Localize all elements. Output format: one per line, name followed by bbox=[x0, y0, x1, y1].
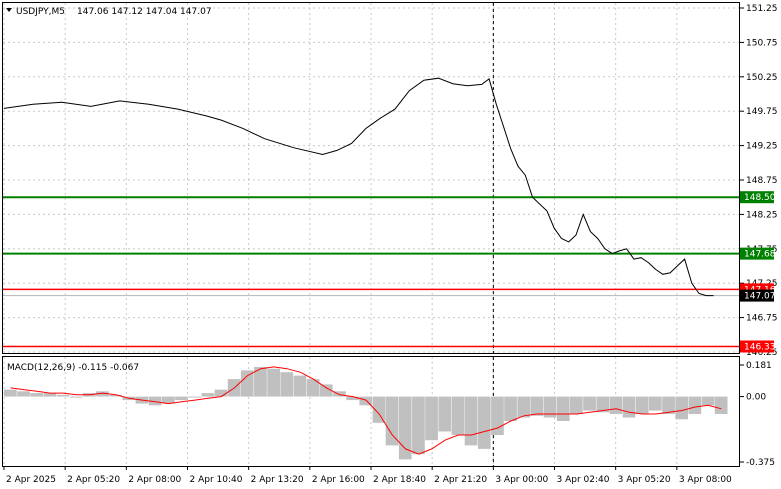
y-tick-label: 149.25 bbox=[746, 142, 778, 152]
histogram-bar bbox=[688, 396, 702, 414]
histogram-bar bbox=[214, 389, 228, 397]
y-tick-label: 150.75 bbox=[746, 38, 778, 48]
y-tick-label: 149.75 bbox=[746, 107, 778, 117]
histogram-bar bbox=[438, 396, 452, 432]
histogram-bar bbox=[201, 393, 215, 397]
macd-signal-series bbox=[10, 366, 722, 455]
histogram-bar bbox=[306, 379, 320, 397]
macd-title: MACD(12,26,9) -0.115 -0.067 bbox=[7, 363, 139, 373]
histogram-bar bbox=[425, 396, 438, 441]
level-label-box bbox=[740, 191, 774, 204]
histogram-bar bbox=[188, 396, 201, 398]
y-tick-label: 148.25 bbox=[746, 210, 778, 220]
histogram-bar bbox=[96, 391, 109, 397]
histogram-bar bbox=[622, 396, 636, 418]
y-tick-label: 148.75 bbox=[746, 176, 778, 186]
histogram-bar bbox=[56, 394, 70, 397]
y-tick-label: 151.25 bbox=[746, 4, 778, 14]
chart-title: USDJPY,M5 bbox=[16, 7, 65, 17]
y-tick-label: 150.25 bbox=[746, 73, 778, 83]
y-tick-label: 146.25 bbox=[746, 348, 778, 358]
histogram-bar bbox=[17, 391, 30, 397]
x-tick-label: 2 Apr 18:40 bbox=[373, 475, 426, 485]
histogram-bar bbox=[333, 391, 346, 397]
level-lines[interactable] bbox=[3, 196, 739, 348]
histogram-bar bbox=[583, 396, 596, 411]
histogram-bar bbox=[398, 396, 412, 460]
price-series bbox=[3, 77, 714, 297]
current-price-box bbox=[740, 289, 774, 302]
histogram-bar bbox=[504, 396, 517, 421]
histogram-bar bbox=[30, 393, 43, 397]
x-tick-label: 2 Apr 2025 bbox=[6, 475, 56, 485]
histogram-bar bbox=[451, 396, 465, 435]
macd-tick-label: -0.375 bbox=[746, 458, 775, 468]
histogram-bar bbox=[701, 396, 715, 406]
macd-tick-label: 0.00 bbox=[746, 393, 766, 403]
histogram-bar bbox=[556, 396, 570, 421]
histogram-bar bbox=[543, 396, 557, 418]
histogram-bar bbox=[280, 372, 294, 397]
x-tick-label: 3 Apr 05:20 bbox=[618, 475, 671, 485]
ohlc-readout: 147.06 147.12 147.04 147.07 bbox=[77, 7, 212, 17]
histogram-bar bbox=[267, 368, 280, 397]
histogram-bar bbox=[148, 396, 162, 406]
histogram-bar bbox=[254, 366, 267, 397]
x-tick-label: 2 Apr 05:20 bbox=[67, 475, 120, 485]
histogram-bar bbox=[69, 396, 83, 398]
histogram-bar bbox=[662, 396, 675, 414]
macd-axis: 0.181 0.00 -0.375 bbox=[740, 361, 775, 468]
x-tick-label: 2 Apr 21:20 bbox=[434, 475, 487, 485]
x-tick-label: 2 Apr 08:00 bbox=[128, 475, 181, 485]
histogram-bar bbox=[385, 396, 399, 446]
collapse-icon[interactable] bbox=[6, 8, 12, 12]
x-tick-label: 3 Apr 00:00 bbox=[495, 475, 548, 485]
histogram-bar bbox=[517, 396, 531, 418]
histogram-bar bbox=[714, 396, 728, 414]
level-label-box bbox=[740, 340, 774, 353]
x-tick-label: 2 Apr 13:20 bbox=[251, 475, 304, 485]
histogram-bar bbox=[491, 396, 504, 435]
level-label: 148.50 bbox=[744, 193, 776, 203]
level-label-box bbox=[740, 247, 774, 260]
histogram-bar bbox=[596, 396, 610, 413]
histogram-bar bbox=[175, 396, 188, 401]
price-panel-border bbox=[2, 2, 740, 354]
histogram-bar bbox=[477, 396, 491, 449]
histogram-bar bbox=[4, 389, 17, 397]
x-tick-label: 2 Apr 10:40 bbox=[190, 475, 243, 485]
histogram-bar bbox=[675, 396, 688, 420]
histogram-bar bbox=[530, 396, 544, 416]
histogram-bar bbox=[43, 393, 57, 397]
histogram-bar bbox=[346, 396, 359, 401]
histogram-bar bbox=[412, 396, 425, 455]
macd-tick-label: 0.181 bbox=[746, 361, 772, 371]
x-tick-label: 3 Apr 08:00 bbox=[679, 475, 732, 485]
histogram-bar bbox=[293, 375, 307, 397]
histogram-bar bbox=[109, 394, 122, 397]
histogram-bar bbox=[570, 396, 583, 414]
macd-histogram bbox=[4, 366, 728, 460]
histogram-bar bbox=[372, 396, 386, 423]
histogram-bar bbox=[609, 396, 623, 414]
current-price-label: 147.07 bbox=[744, 292, 776, 302]
histogram-bar bbox=[240, 370, 254, 397]
x-tick-label: 3 Apr 02:40 bbox=[557, 475, 610, 485]
time-axis: 2 Apr 2025 2 Apr 05:20 2 Apr 08:00 2 Apr 10… bbox=[3, 466, 732, 485]
y-tick-label: 146.75 bbox=[746, 314, 778, 324]
histogram-bar bbox=[635, 396, 649, 414]
histogram-bar bbox=[649, 396, 662, 411]
grid bbox=[3, 3, 739, 466]
histogram-bar bbox=[359, 396, 373, 406]
price-axis: 151.25 150.75 150.25 149.75 149.25 148.75 148.… bbox=[740, 4, 778, 358]
x-tick-label: 2 Apr 16:00 bbox=[312, 475, 365, 485]
level-label: 147.68 bbox=[744, 250, 776, 260]
histogram-bar bbox=[162, 396, 175, 404]
histogram-bar bbox=[464, 396, 478, 446]
histogram-bar bbox=[319, 384, 333, 397]
level-label: 146.33 bbox=[744, 342, 776, 352]
